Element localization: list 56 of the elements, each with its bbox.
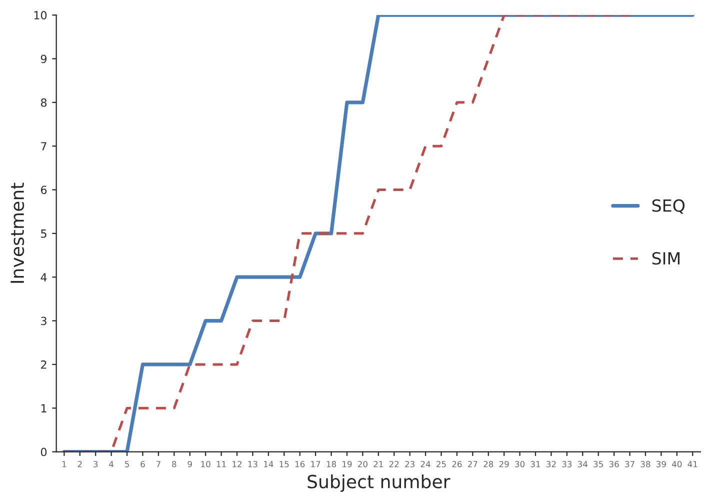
x-tick-label: 6 <box>140 460 145 468</box>
x-tick-label: 14 <box>264 461 274 468</box>
x-tick-label: 17 <box>311 461 320 468</box>
x-tick-label: 41 <box>688 461 698 468</box>
x-tick-label: 28 <box>484 460 494 468</box>
x-tick-label: 34 <box>578 460 588 468</box>
y-tick-label: 2 <box>41 360 46 369</box>
x-tick-label: 9 <box>188 460 192 468</box>
x-tick-label: 5 <box>125 461 129 468</box>
y-tick-label: 10 <box>34 11 47 20</box>
x-tick-label: 15 <box>280 461 289 468</box>
x-tick-label: 12 <box>232 460 242 468</box>
x-tick-label: 24 <box>420 460 430 468</box>
x-tick-label: 22 <box>389 460 399 468</box>
x-tick-label: 27 <box>468 460 478 468</box>
x-axis-title: Subject number <box>308 474 450 492</box>
x-tick-label: 1 <box>62 461 66 468</box>
x-tick-label: 16 <box>295 460 305 468</box>
x-tick-label: 36 <box>609 460 619 468</box>
x-tick-label: 25 <box>436 460 446 468</box>
x-tick-label: 31 <box>530 460 540 468</box>
x-tick-label: 2 <box>78 460 82 468</box>
y-tick-label: 4 <box>40 273 47 282</box>
x-tick-label: 10 <box>201 460 210 468</box>
y-tick-label: 6 <box>41 186 47 194</box>
y-tick-label: 9 <box>40 54 47 64</box>
y-tick-label: 3 <box>41 316 46 326</box>
x-tick-label: 21 <box>374 460 383 468</box>
x-tick-label: 37 <box>625 460 634 468</box>
x-tick-label: 35 <box>594 460 603 468</box>
legend-label: SIM <box>652 252 680 265</box>
x-tick-label: 7 <box>156 461 160 468</box>
y-tick-label: 0 <box>40 448 47 456</box>
x-tick-label: 11 <box>216 461 226 468</box>
x-tick-label: 40 <box>672 460 682 468</box>
x-tick-label: 32 <box>546 460 556 468</box>
y-tick-label: 8 <box>40 98 47 107</box>
x-tick-label: 33 <box>562 460 572 468</box>
y-tick-label: 1 <box>41 404 46 412</box>
x-tick-label: 23 <box>405 460 414 468</box>
y-tick-label: 7 <box>41 142 46 150</box>
x-tick-label: 39 <box>656 460 666 468</box>
x-tick-label: 8 <box>172 460 176 468</box>
x-tick-label: 26 <box>452 460 462 468</box>
x-tick-label: 18 <box>326 460 336 468</box>
x-tick-label: 4 <box>109 461 114 468</box>
x-tick-label: 30 <box>515 460 525 468</box>
x-tick-label: 29 <box>499 460 509 468</box>
x-tick-label: 38 <box>640 460 650 468</box>
y-tick-label: 5 <box>41 230 46 238</box>
legend-label: SEQ <box>652 199 685 214</box>
x-tick-label: 20 <box>358 460 368 468</box>
x-tick-label: 3 <box>94 460 98 468</box>
y-axis-title: Investment <box>10 182 24 283</box>
x-tick-label: 19 <box>342 460 352 468</box>
x-tick-label: 13 <box>248 460 258 468</box>
